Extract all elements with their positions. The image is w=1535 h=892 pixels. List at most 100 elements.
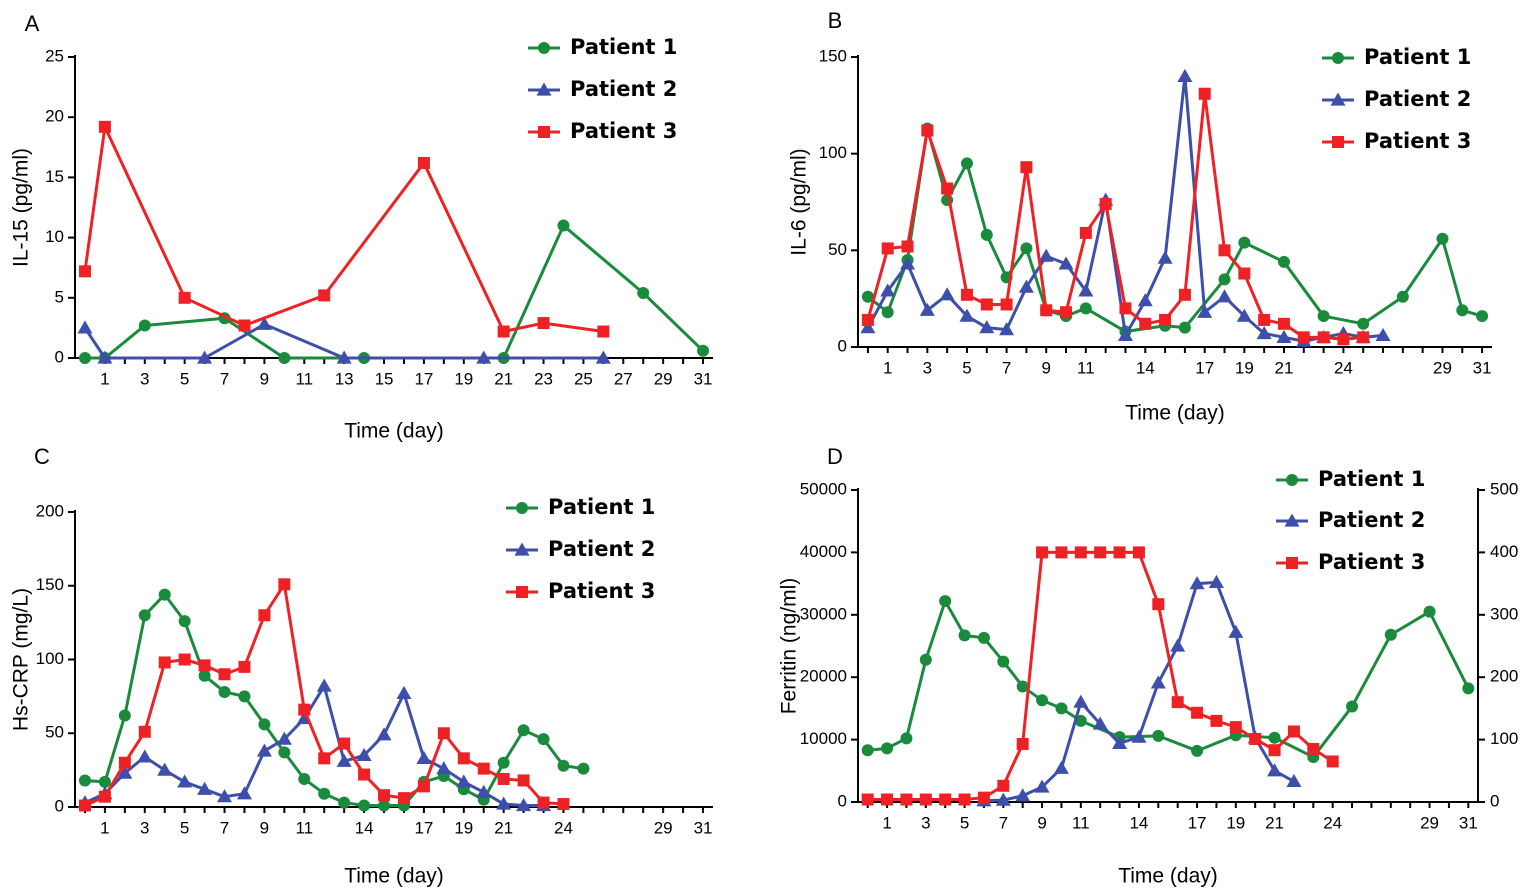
data-point	[376, 727, 392, 741]
data-point	[1178, 288, 1191, 301]
data-point	[979, 320, 995, 334]
x-tick-label: 19	[1235, 358, 1254, 377]
data-point	[238, 660, 251, 673]
data-point	[1170, 638, 1186, 652]
data-point	[1268, 744, 1281, 757]
data-point	[278, 578, 291, 591]
data-point	[138, 609, 151, 622]
panel-letter: A	[25, 11, 40, 36]
data-point	[697, 344, 710, 357]
data-point	[117, 765, 133, 779]
data-point	[118, 709, 131, 722]
data-point	[198, 659, 211, 672]
data-point	[1436, 232, 1449, 245]
data-point	[78, 352, 91, 364]
data-point	[496, 796, 512, 810]
data-point	[1277, 255, 1290, 268]
data-point	[1157, 250, 1173, 264]
y-axis-title: IL-6 (pg/ml)	[788, 148, 811, 255]
data-point	[900, 732, 913, 745]
legend-label: Patient 2	[570, 77, 677, 101]
data-point	[977, 791, 990, 804]
data-point	[1197, 304, 1213, 318]
y-tick-label: 150	[36, 575, 64, 594]
data-point	[336, 350, 352, 364]
data-point	[921, 124, 934, 137]
data-point	[1053, 760, 1069, 774]
y-tick-label: 0	[838, 336, 847, 355]
data-point	[880, 283, 896, 297]
legend-label: Patient 3	[570, 119, 677, 143]
legend-item: Patient 3	[1322, 129, 1471, 153]
x-tick-label: 14	[1129, 813, 1148, 832]
data-point	[1249, 732, 1262, 745]
legend-item: Patient 2	[1322, 87, 1471, 111]
data-point	[1236, 308, 1252, 322]
y-right-tick-label: 200	[1490, 667, 1518, 686]
y-tick-label: 200	[36, 501, 64, 520]
data-point	[958, 793, 971, 806]
data-point	[436, 761, 452, 775]
data-point	[1131, 729, 1147, 743]
data-point	[959, 308, 975, 322]
y-right-tick-label: 300	[1490, 604, 1518, 623]
data-point	[1020, 242, 1033, 255]
data-point	[417, 780, 430, 793]
data-point	[157, 762, 173, 776]
data-point	[1217, 289, 1233, 303]
data-point	[98, 775, 111, 788]
panel-letter: C	[34, 444, 50, 469]
data-point	[497, 772, 510, 785]
data-point	[1208, 574, 1224, 588]
data-point	[1229, 721, 1242, 734]
data-point	[1191, 744, 1204, 757]
data-point	[356, 747, 372, 761]
data-point	[637, 286, 650, 299]
data-point	[396, 685, 412, 700]
data-point	[1317, 331, 1330, 344]
data-point	[258, 718, 271, 731]
data-point	[881, 742, 894, 755]
data-point	[456, 774, 472, 788]
data-point	[597, 325, 610, 338]
data-point	[1112, 735, 1128, 749]
data-point	[218, 668, 231, 681]
data-point	[1268, 731, 1281, 744]
legend-marker	[1286, 557, 1298, 569]
legend-label: Patient 3	[1364, 129, 1471, 153]
data-point	[218, 685, 231, 698]
data-point	[1218, 273, 1231, 286]
x-tick-label: 1	[100, 818, 109, 837]
data-point	[1073, 694, 1089, 708]
legend-marker	[514, 542, 530, 556]
data-point	[517, 724, 530, 737]
data-point	[919, 653, 932, 666]
series-line	[866, 92, 1364, 341]
data-point	[1191, 706, 1204, 719]
data-point	[537, 317, 550, 330]
data-point	[1113, 546, 1126, 559]
legend-item: Patient 2	[528, 77, 677, 101]
x-tick-label: 17	[414, 818, 433, 837]
x-tick-label: 14	[355, 818, 374, 837]
data-point	[437, 727, 450, 740]
x-tick-label: 13	[335, 369, 354, 388]
y-tick-label: 100	[36, 649, 64, 668]
x-tick-label: 11	[1072, 813, 1090, 832]
data-point	[1016, 737, 1029, 750]
data-point	[1055, 546, 1068, 559]
data-point	[861, 290, 874, 303]
data-point	[497, 325, 510, 338]
data-point	[477, 762, 490, 775]
data-point	[1256, 325, 1272, 340]
data-point	[995, 792, 1011, 806]
data-point	[1094, 546, 1107, 559]
data-point	[1317, 310, 1330, 323]
data-point	[97, 350, 113, 364]
y-tick-label: 50000	[800, 479, 847, 498]
data-point	[98, 790, 111, 803]
data-point	[1297, 331, 1310, 344]
legend-label: Patient 1	[548, 495, 655, 519]
data-point	[881, 242, 894, 255]
